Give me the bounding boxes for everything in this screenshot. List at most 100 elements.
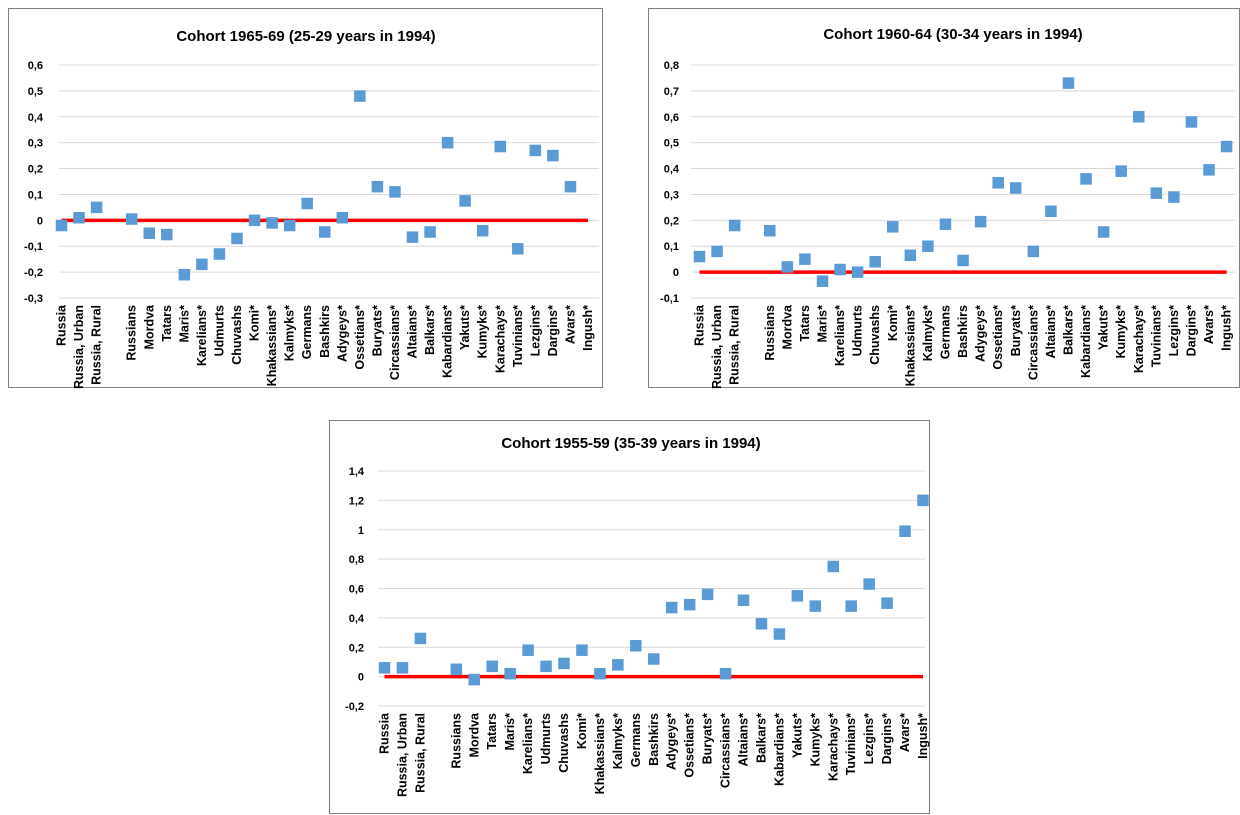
y-tick-label: 0,7 <box>664 86 679 98</box>
x-category-label: Germans <box>629 713 643 767</box>
y-tick-label: 1 <box>358 525 364 537</box>
data-point <box>564 180 577 193</box>
data-point <box>612 659 624 671</box>
x-axis-category-labels: Russia Russia, Urban Russia, Rural Russians… <box>378 712 931 797</box>
data-point <box>468 673 480 686</box>
x-category-label: Ingush* <box>916 713 930 759</box>
data-point <box>1115 165 1127 177</box>
x-category-label: Russia, Urban <box>710 305 724 389</box>
x-category-label: Maris* <box>177 305 191 343</box>
chart-canvas: Cohort 1960-64 (30-34 years in 1994) -0,1… <box>660 26 1235 389</box>
data-point <box>1185 116 1198 128</box>
x-category-label: Dargins* <box>546 305 560 357</box>
chart-canvas: Cohort 1955-59 (35-39 years in 1994) -0,2… <box>345 435 931 797</box>
x-category-label: Komi* <box>886 305 900 341</box>
data-point <box>1045 205 1057 218</box>
data-point <box>1168 191 1180 203</box>
data-point <box>781 261 794 273</box>
y-tick-label: 0,3 <box>28 138 43 150</box>
data-point <box>55 219 68 232</box>
data-point <box>701 588 714 601</box>
y-tick-label: 0 <box>673 267 679 279</box>
x-category-label: Mordva <box>780 304 794 350</box>
data-point <box>1010 182 1022 194</box>
x-category-label: Tatars <box>798 305 812 342</box>
data-point <box>450 663 463 676</box>
data-point <box>90 201 103 214</box>
y-tick-label: -0,1 <box>660 293 679 305</box>
y-tick-label: -0,3 <box>24 293 43 305</box>
x-category-label: Karachays* <box>826 713 840 781</box>
data-point <box>974 215 987 228</box>
chart-panel-cohort-1955-59: Cohort 1955-59 (35-39 years in 1994) -0,2… <box>329 420 930 814</box>
data-point <box>816 275 829 287</box>
x-category-label: Buryats* <box>701 713 715 765</box>
x-category-label: Komi* <box>248 305 262 341</box>
x-category-label: Bashkirs <box>956 305 970 358</box>
x-category-label: Russia <box>378 712 392 754</box>
x-category-label: Bashkirs <box>647 713 661 766</box>
y-tick-label: 0,8 <box>664 60 679 72</box>
x-category-label: Kalmyks* <box>921 305 935 361</box>
x-category-label: Kumyks* <box>1114 305 1128 359</box>
x-category-label: Komi* <box>575 713 589 749</box>
x-category-label: Ossetians* <box>353 305 367 370</box>
x-category-label: Circassians* <box>1026 305 1040 380</box>
data-point <box>1097 226 1110 238</box>
x-category-label: Russians <box>449 713 463 769</box>
x-category-label: Russia, Urban <box>395 713 409 797</box>
gridlines <box>59 64 599 299</box>
data-points <box>693 77 1233 287</box>
data-point <box>827 560 839 573</box>
x-category-label: Dargins* <box>1184 305 1198 357</box>
y-axis-ticks: -0,1 0 0,1 0,2 0,3 0,4 0,5 0,6 0,7 0,8 <box>660 60 680 305</box>
y-axis-ticks: -0,2 0 0,2 0,4 0,6 0,8 1 1,2 1,4 <box>345 466 365 713</box>
x-category-label: Lezgins* <box>1167 305 1181 357</box>
data-point <box>648 653 660 665</box>
data-point <box>213 248 226 260</box>
x-category-label: Yakuts* <box>790 713 804 758</box>
chart-panel-cohort-1960-64: Cohort 1960-64 (30-34 years in 1994) -0,1… <box>648 8 1240 389</box>
y-tick-label: 0,3 <box>664 189 679 201</box>
y-tick-label: 0,4 <box>28 112 44 124</box>
data-point <box>630 640 642 652</box>
data-point <box>764 224 776 237</box>
data-point <box>917 494 929 507</box>
data-point <box>522 644 534 656</box>
x-category-label: Mordva <box>142 304 156 350</box>
x-category-label: Russia, Rural <box>728 305 742 385</box>
y-tick-label: 1,2 <box>349 495 364 507</box>
x-category-label: Udmurts <box>851 305 865 356</box>
data-point <box>396 662 409 674</box>
data-point <box>558 657 570 670</box>
y-tick-label: 0,2 <box>349 642 364 654</box>
y-tick-label: 0,1 <box>664 241 679 253</box>
data-point <box>755 618 768 630</box>
y-tick-label: -0,2 <box>24 267 43 279</box>
y-tick-label: 0,5 <box>664 138 679 150</box>
y-tick-label: 0,8 <box>349 554 364 566</box>
x-category-label: Chuvashs <box>868 305 882 365</box>
x-category-label: Karelians* <box>833 305 847 366</box>
data-point <box>414 632 427 645</box>
data-point <box>301 197 313 210</box>
data-point <box>881 597 893 609</box>
y-tick-label: 0,5 <box>28 86 43 98</box>
data-point <box>125 213 138 225</box>
data-point <box>863 578 875 590</box>
data-point <box>869 256 881 268</box>
x-category-label: Kalmyks* <box>611 713 625 769</box>
x-category-label: Dargins* <box>880 713 894 765</box>
x-category-label: Kumyks* <box>808 713 822 767</box>
y-tick-label: 0,1 <box>28 189 43 201</box>
x-category-label: Avars* <box>1202 305 1216 344</box>
data-point <box>594 667 606 680</box>
data-point <box>719 667 732 680</box>
x-category-label: Ingush* <box>1220 305 1234 351</box>
chart-title: Cohort 1960-64 (30-34 years in 1994) <box>823 26 1082 43</box>
data-point <box>809 600 822 612</box>
data-point <box>248 214 261 227</box>
x-category-label: Russia <box>693 304 707 346</box>
y-axis-ticks: -0,3 -0,2 -0,1 0 0,1 0,2 0,3 0,4 0,5 0,6 <box>24 60 44 305</box>
data-point <box>1080 173 1092 185</box>
